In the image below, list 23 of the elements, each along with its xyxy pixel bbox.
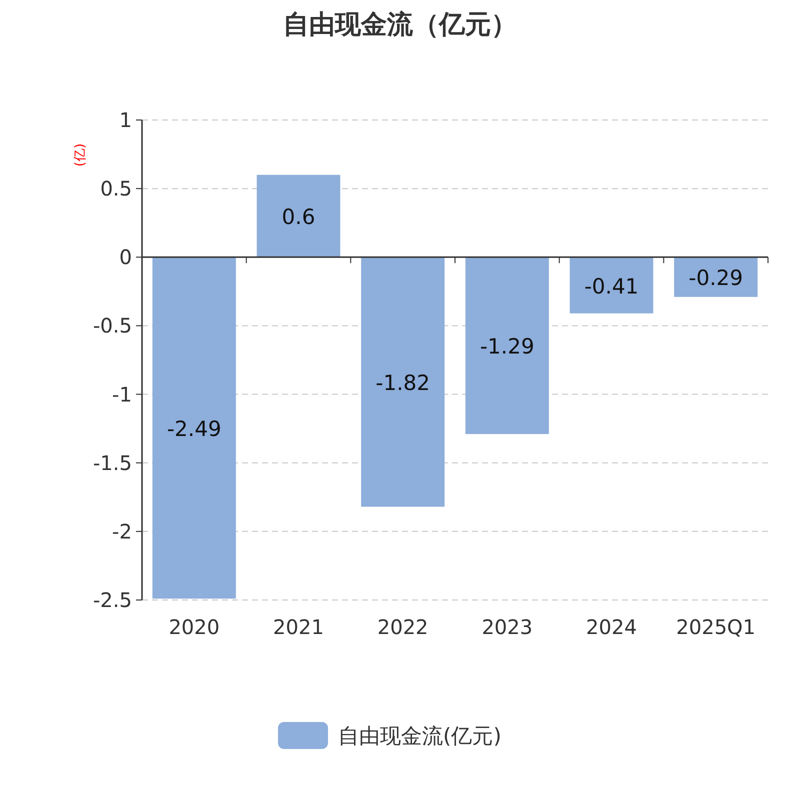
y-tick-label: -0.5	[92, 314, 132, 338]
x-tick-label: 2020	[168, 615, 220, 639]
chart-title: 自由现金流（亿元）	[283, 10, 517, 40]
y-tick-label: -1	[112, 382, 132, 406]
x-tick-label: 2024	[586, 615, 637, 639]
y-tick-label: -2.5	[92, 588, 132, 612]
data-label: -1.29	[480, 334, 534, 359]
x-tick-label: 2023	[482, 615, 533, 639]
y-axis-title: (亿)	[73, 143, 88, 167]
data-label: -0.41	[584, 274, 639, 298]
legend-label: 自由现金流(亿元)	[338, 724, 502, 748]
y-tick-label: -1.5	[92, 450, 132, 475]
y-tick-label: -2	[112, 519, 132, 544]
x-tick-label: 2021	[273, 615, 324, 639]
data-label: -0.29	[688, 266, 744, 290]
y-tick-label: 0	[119, 245, 132, 270]
x-tick-label: 2022	[377, 615, 428, 639]
data-label: -1.82	[376, 370, 430, 395]
y-tick-label: 0.5	[100, 176, 132, 201]
data-label: 0.6	[282, 205, 316, 229]
x-tick-label: 2025Q1	[676, 615, 756, 639]
y-tick-label: 1	[119, 108, 132, 132]
data-label: -2.49	[166, 416, 222, 441]
